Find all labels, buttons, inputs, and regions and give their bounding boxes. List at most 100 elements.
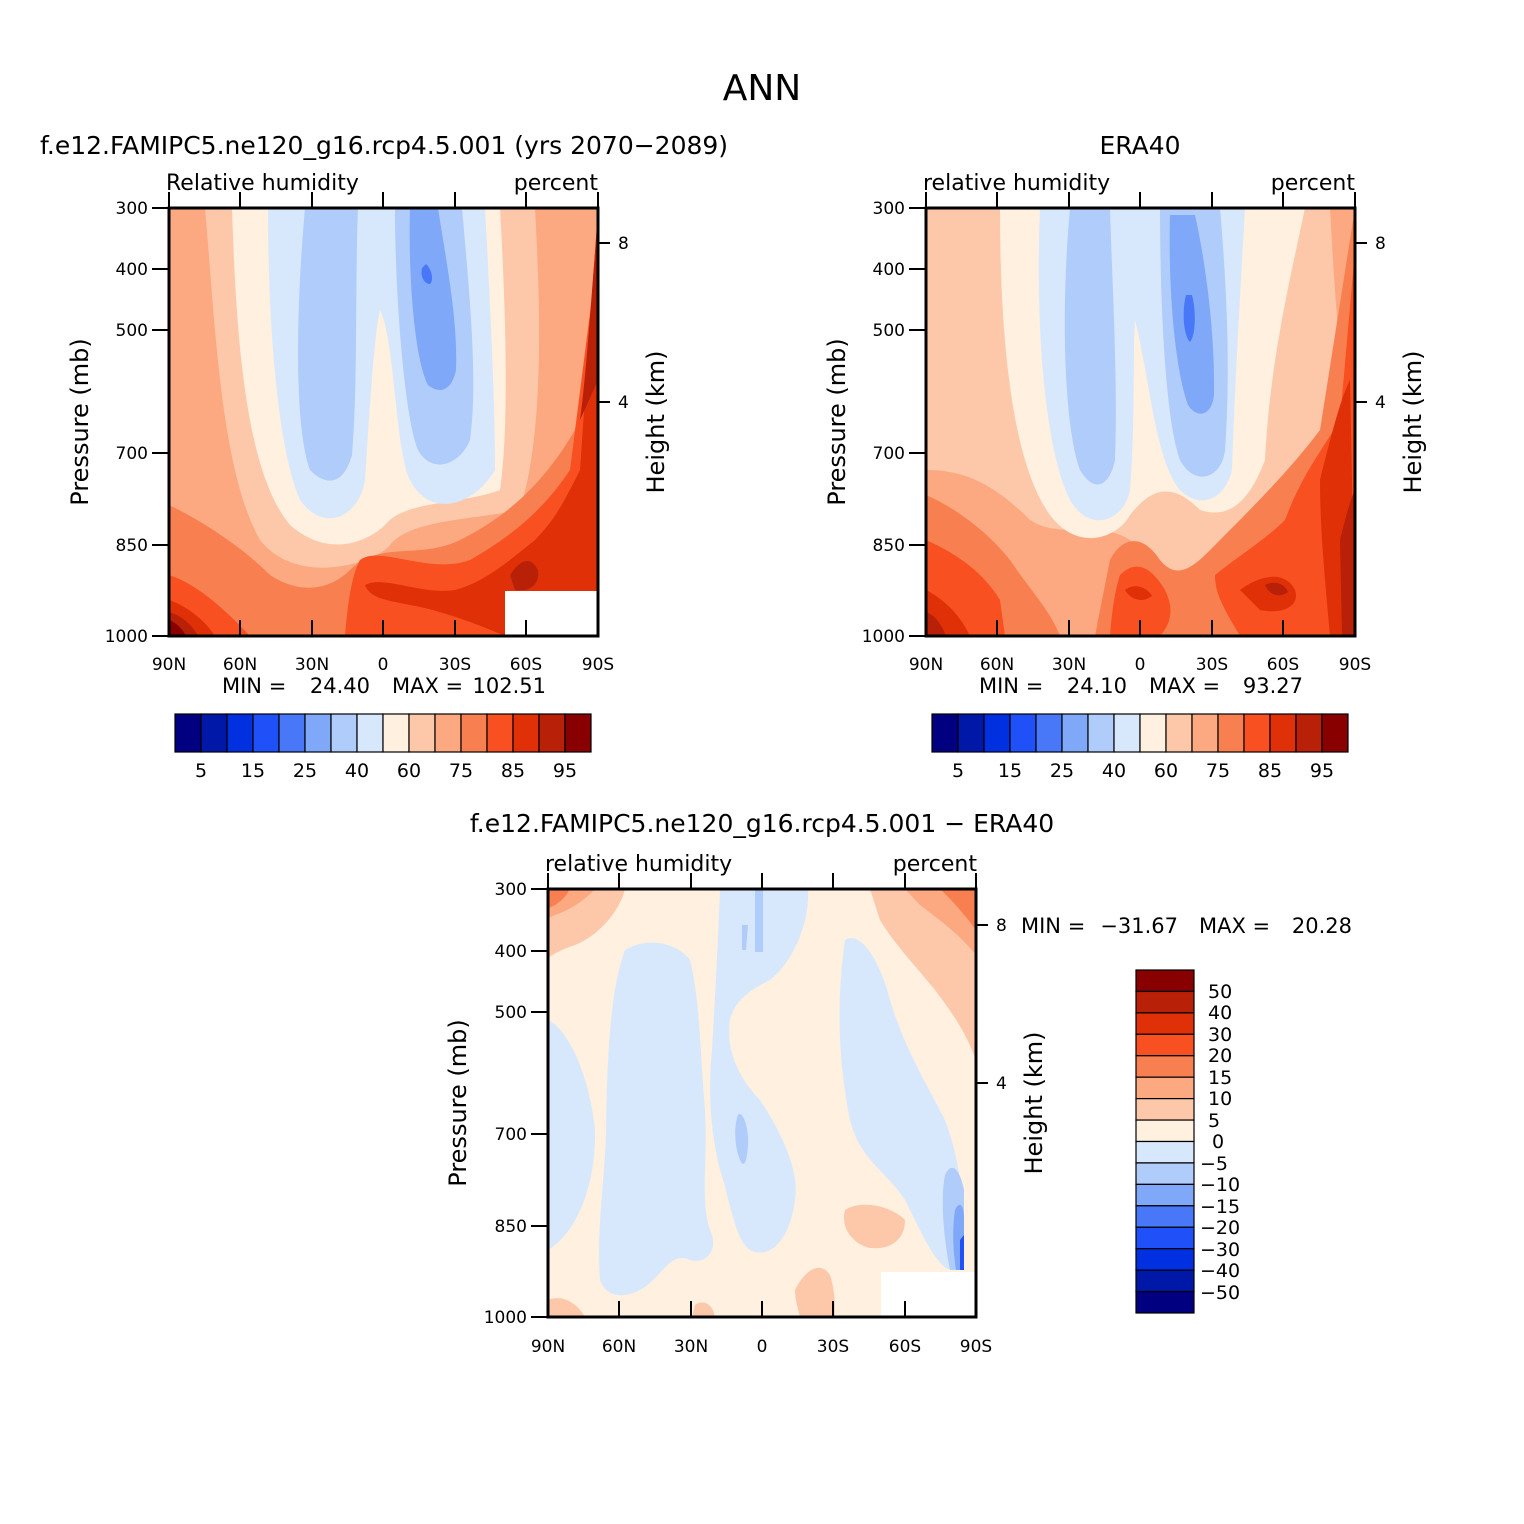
- model-max-label: MAX =: [392, 674, 463, 698]
- diff-xtick-30n: 30N: [674, 1337, 708, 1357]
- model-cb-label-60: 60: [397, 760, 421, 782]
- model-xtick-60n: 60N: [223, 655, 257, 675]
- diff-colorbar-swatch: [1135, 1162, 1195, 1185]
- obs-colorbar-swatch: [1113, 713, 1141, 753]
- diff-cb-label-neg10: −10: [1200, 1174, 1240, 1196]
- diff-colorbar-swatch: [1135, 990, 1195, 1014]
- model-colorbar-swatch: [330, 713, 358, 753]
- model-xtick-0: 0: [378, 655, 389, 675]
- model-band-5: [298, 208, 358, 481]
- diff-colorbar-swatch: [1135, 1183, 1195, 1207]
- model-ytick-850: 850: [116, 536, 148, 556]
- panel-obs-colorbar: [931, 713, 1349, 753]
- diff-colorbar-swatch: [1135, 1012, 1195, 1035]
- panel-model-colorbar: [174, 713, 592, 753]
- model-colorbar-swatch: [486, 713, 514, 753]
- diff-cb-label-neg20: −20: [1200, 1217, 1240, 1239]
- obs-cb-label-15: 15: [998, 760, 1022, 782]
- model-colorbar-swatch: [174, 713, 202, 753]
- model-ytick-400: 400: [116, 260, 148, 280]
- diff-colorbar-swatch: [1135, 1098, 1195, 1121]
- model-cb-label-40: 40: [345, 760, 369, 782]
- diff-cb-label-50: 50: [1208, 981, 1232, 1003]
- model-cb-label-15: 15: [241, 760, 265, 782]
- diff-cb-label-5: 5: [1208, 1110, 1220, 1132]
- diff-colorbar-swatch: [1135, 1226, 1195, 1250]
- model-missing-region: [505, 591, 599, 637]
- panel-diff-left-string: relative humidity: [545, 852, 732, 877]
- obs-band-10: [926, 250, 1355, 636]
- diff-cb-label-neg40: −40: [1200, 1260, 1240, 1282]
- model-cb-label-85: 85: [501, 760, 525, 782]
- obs-band-8: [1183, 295, 1195, 342]
- panel-diff-ylabel-right: Height (km): [1020, 1032, 1048, 1175]
- diff-band-14: [795, 1267, 835, 1317]
- obs-band-9: [926, 208, 1355, 636]
- obs-height-tick-4: 4: [1375, 393, 1386, 413]
- diff-ytick-500: 500: [495, 1003, 527, 1023]
- diff-ytick-300: 300: [495, 880, 527, 900]
- obs-colorbar-swatch: [1165, 713, 1193, 753]
- obs-colorbar-swatch: [1139, 713, 1167, 753]
- obs-height-tick-8: 8: [1375, 234, 1386, 254]
- diff-ytick-1000: 1000: [484, 1308, 527, 1328]
- panel-obs-right-string: percent: [1271, 171, 1356, 196]
- obs-cb-label-60: 60: [1154, 760, 1178, 782]
- diff-colorbar-swatch: [1135, 1076, 1195, 1100]
- diff-cb-label-0: 0: [1212, 1131, 1224, 1153]
- panel-model-x-axis: 90N 60N 30N 0 30S 60S 90S: [152, 192, 614, 675]
- panel-obs-right-axis: 8 4: [1355, 234, 1386, 413]
- model-xtick-60s: 60S: [510, 655, 542, 675]
- panel-model-colorbar-labels: 5 15 25 40 60 75 85 95: [195, 760, 577, 782]
- diff-band-12: [870, 889, 976, 1060]
- obs-ytick-500: 500: [873, 321, 905, 341]
- diff-ytick-850: 850: [495, 1217, 527, 1237]
- obs-cb-label-25: 25: [1050, 760, 1074, 782]
- model-ytick-1000: 1000: [105, 627, 148, 647]
- panel-model-right-axis: 8 4: [598, 234, 629, 413]
- obs-ytick-1000: 1000: [862, 627, 905, 647]
- model-band-8: [421, 264, 433, 284]
- model-band-13: [169, 620, 186, 636]
- diff-cb-label-40: 40: [1208, 1002, 1232, 1024]
- model-xtick-30n: 30N: [295, 655, 329, 675]
- model-ytick-300: 300: [116, 199, 148, 219]
- diff-xtick-60s: 60S: [889, 1337, 921, 1357]
- diff-ytick-400: 400: [495, 942, 527, 962]
- diff-min-value: −31.67: [1100, 914, 1178, 938]
- diff-band-3: [598, 942, 714, 1296]
- panel-model-title: f.e12.FAMIPC5.ne120_g16.rcp4.5.001 (yrs …: [40, 131, 728, 160]
- model-colorbar-swatch: [252, 713, 280, 753]
- model-colorbar-swatch: [278, 713, 306, 753]
- diff-colorbar-swatch: [1135, 1248, 1195, 1271]
- obs-max-label: MAX =: [1149, 674, 1220, 698]
- diff-xtick-90s: 90S: [960, 1337, 992, 1357]
- obs-cb-label-95: 95: [1310, 760, 1334, 782]
- obs-xtick-0: 0: [1135, 655, 1146, 675]
- diff-height-tick-4: 4: [996, 1074, 1007, 1094]
- diff-colorbar-swatch: [1135, 1055, 1195, 1078]
- panel-obs-colorbar-labels: 5 15 25 40 60 75 85 95: [952, 760, 1334, 782]
- obs-colorbar-swatch: [1243, 713, 1271, 753]
- model-colorbar-swatch: [460, 713, 488, 753]
- panel-diff-x-axis: 90N 60N 30N 0 30S 60S 90S: [531, 873, 992, 1357]
- model-band-7: [409, 208, 457, 390]
- obs-xtick-60s: 60S: [1267, 655, 1299, 675]
- panel-obs-ylabel: Pressure (mb): [823, 338, 851, 505]
- model-colorbar-swatch: [382, 713, 410, 753]
- panel-model: f.e12.FAMIPC5.ne120_g16.rcp4.5.001 (yrs …: [40, 131, 728, 782]
- model-min-label: MIN =: [222, 674, 286, 698]
- diff-xtick-30s: 30S: [817, 1337, 849, 1357]
- diff-max-label: MAX =: [1199, 914, 1270, 938]
- diff-cb-label-15: 15: [1208, 1067, 1232, 1089]
- obs-xtick-30n: 30N: [1052, 655, 1086, 675]
- diff-xtick-0: 0: [757, 1337, 768, 1357]
- panel-obs-minmax: MIN = 24.10 MAX = 93.27: [979, 674, 1303, 698]
- panel-model-left-string: Relative humidity: [166, 171, 359, 196]
- model-colorbar-swatch: [512, 713, 540, 753]
- diff-xtick-90n: 90N: [531, 1337, 565, 1357]
- diff-band-15: [548, 1298, 585, 1317]
- diff-band-10: [960, 1235, 964, 1270]
- diff-height-tick-8: 8: [996, 916, 1007, 936]
- diff-band-6: [742, 889, 763, 952]
